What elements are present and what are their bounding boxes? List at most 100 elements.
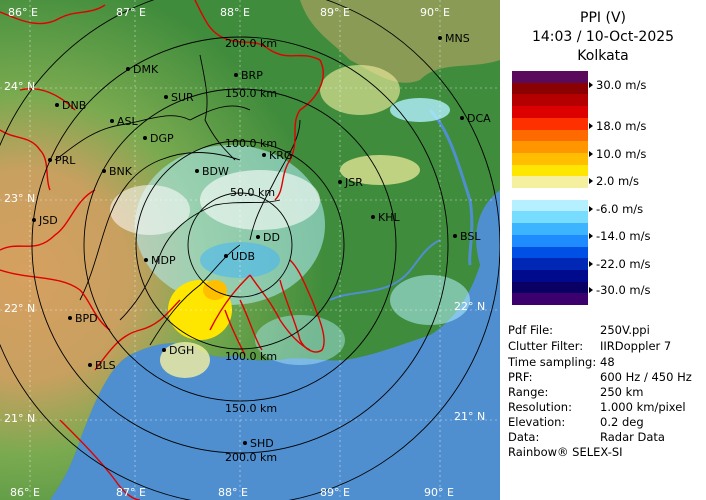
place-markers: MNS DMK BRP DNB SUR ASL DGP DCA KRG PRL BNK BDW JSR K… — [32, 32, 491, 450]
product-title: PPI (V) — [580, 10, 626, 26]
lat-lon-grid — [0, 0, 500, 500]
place-label: SUR — [171, 91, 194, 104]
colorbar-tick — [589, 123, 593, 129]
ring-label-150-top: 150.0 km — [225, 87, 277, 100]
colorbar-swatch — [512, 94, 588, 107]
place-dot — [143, 136, 147, 140]
lat-label-right-21: 21° N — [454, 410, 485, 423]
colorbar-swatch — [512, 164, 588, 177]
legend-panel: PPI (V) 14:03 / 10-Oct-2025 Kolkata 30.0… — [500, 0, 706, 500]
echo-cream-east — [340, 155, 420, 185]
ring-label-200-top: 200.0 km — [225, 37, 277, 50]
radar-map-svg: 86° E 87° E 88° E 89° E 90° E 86° E 87° … — [0, 0, 500, 500]
place-dot — [195, 169, 199, 173]
ring-label-50-top: 50.0 km — [230, 186, 275, 199]
lat-label-left-24: 24° N — [4, 80, 35, 93]
lat-label-left-23: 23° N — [4, 192, 35, 205]
grid-labels: 86° E 87° E 88° E 89° E 90° E 86° E 87° … — [4, 6, 485, 499]
river-brahmaputra — [428, 108, 474, 266]
river-delta — [329, 239, 441, 301]
colorbar-tick — [589, 178, 593, 184]
place-label: DGH — [169, 344, 194, 357]
place-label: JSD — [38, 214, 58, 227]
colorbar-label: 10.0 m/s — [596, 147, 647, 161]
place-dot — [164, 95, 168, 99]
echo-orange — [203, 280, 227, 300]
place-label: DCA — [467, 112, 491, 125]
colorbar — [512, 71, 588, 306]
colorbar-tick — [589, 261, 593, 267]
lat-label-right-22: 22° N — [454, 300, 485, 313]
place-label: BSL — [460, 230, 481, 243]
lon-label-bottom-86: 86° E — [10, 486, 40, 499]
range-ring-labels: 200.0 km 150.0 km 100.0 km 50.0 km 100.0… — [225, 37, 277, 464]
echo-blue-southeast — [390, 275, 470, 325]
place-dot — [453, 234, 457, 238]
colorbar-swatch — [512, 281, 588, 294]
ring-label-200-bottom: 200.0 km — [225, 451, 277, 464]
ring-label-100-bottom: 100.0 km — [225, 350, 277, 363]
echo-blue-northeast — [390, 98, 450, 122]
place-label: ASL — [117, 115, 139, 128]
ring-label-150-bottom: 150.0 km — [225, 402, 277, 415]
place-dot — [32, 218, 36, 222]
place-dot — [102, 169, 106, 173]
place-label: PRL — [55, 154, 76, 167]
place-label: DMK — [133, 63, 159, 76]
place-dot — [126, 67, 130, 71]
colorbar-swatch — [512, 152, 588, 166]
place-dot — [162, 348, 166, 352]
timestamp: 14:03 / 10-Oct-2025 — [531, 29, 675, 45]
place-label: MDP — [151, 254, 176, 267]
place-dot — [110, 119, 114, 123]
colorbar-swatch — [512, 199, 588, 212]
colorbar-swatch — [512, 258, 588, 271]
place-label: DNB — [62, 99, 86, 112]
borders — [0, 0, 325, 500]
place-dot — [55, 103, 59, 107]
place-dot — [68, 316, 72, 320]
colorbar-tick — [589, 233, 593, 239]
place-dot — [371, 215, 375, 219]
echo-white-west — [110, 185, 190, 235]
ring-label-100-top: 100.0 km — [225, 137, 277, 150]
place-label: UDB — [231, 250, 255, 263]
range-rings — [0, 0, 500, 500]
colorbar-swatch — [512, 188, 588, 201]
place-dot — [144, 258, 148, 262]
colorbar-swatch — [512, 176, 588, 189]
footer-credit: Rainbow® SELEX-SI — [508, 445, 623, 459]
colorbar-label: 18.0 m/s — [596, 119, 647, 133]
colorbar-label: -6.0 m/s — [596, 202, 644, 216]
colorbar-label: 2.0 m/s — [596, 174, 640, 188]
place-label: DD — [263, 231, 280, 244]
place-label: SHD — [250, 437, 274, 450]
place-dot — [460, 116, 464, 120]
colorbar-swatch — [512, 71, 588, 84]
lon-label-bottom-90: 90° E — [424, 486, 454, 499]
colorbar-tick — [589, 151, 593, 157]
place-label: BLS — [95, 359, 116, 372]
lon-label-bottom-87: 87° E — [116, 486, 146, 499]
place-label: JSR — [344, 176, 363, 189]
lon-label-top-88: 88° E — [220, 6, 250, 19]
colorbar-swatch — [512, 129, 588, 142]
place-dot — [234, 73, 238, 77]
station-name: Kolkata — [577, 48, 629, 64]
lon-label-top-90: 90° E — [420, 6, 450, 19]
northern-hills — [300, 0, 500, 83]
colorbar-swatch — [512, 141, 588, 154]
echo-cream-north — [320, 65, 400, 115]
place-dot — [338, 180, 342, 184]
colorbar-label: -14.0 m/s — [596, 229, 651, 243]
lat-label-left-22: 22° N — [4, 302, 35, 315]
place-label: BNK — [109, 165, 133, 178]
place-dot — [48, 158, 52, 162]
colorbar-tick — [589, 82, 593, 88]
lon-label-top-86: 86° E — [8, 6, 38, 19]
place-label: BPD — [75, 312, 98, 325]
colorbar-swatch — [512, 211, 588, 224]
colorbar-tick — [589, 206, 593, 212]
colorbar-label: 30.0 m/s — [596, 78, 647, 92]
colorbar-swatch — [512, 246, 588, 259]
